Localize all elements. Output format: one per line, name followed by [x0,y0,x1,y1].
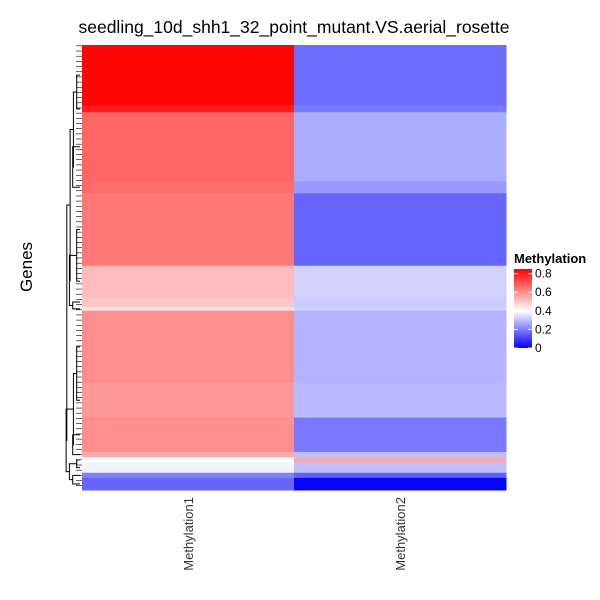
legend-tick-label: 0.2 [535,322,552,336]
heatmap-cell-methylation2-block-13 [294,457,507,463]
legend-tick-label: 0.6 [535,285,552,299]
chart-title: seedling_10d_shh1_32_point_mutant.VS.aer… [78,17,509,38]
dendrogram-branch [72,373,77,446]
heatmap-cell-methylation1-block-14 [82,462,295,474]
dendrogram-branch [76,459,80,469]
legend-color-bar [514,269,532,348]
heatmap-cell-methylation2-block-6 [294,265,507,298]
dendrogram-branch [72,91,77,168]
heatmap-cell-methylation2-block-14 [294,462,507,474]
column-labels: Methylation1 Methylation2 [181,497,408,571]
heatmap-cell-methylation2-block-9 [294,310,507,384]
dendrogram-branch [68,463,77,481]
heatmap-cell-methylation2-block-3 [294,112,507,182]
dendrogram-branch [72,301,80,310]
legend-tick-label: 0.8 [535,267,552,281]
heatmap-cell-methylation2-block-11 [294,417,507,453]
heatmap-cell-methylation1-block-3 [82,112,295,182]
heatmap-cell-methylation2-block-7 [294,296,507,308]
heatmap-cell-methylation1-block-13 [82,457,295,463]
heatmap-cell-methylation1-block-12 [82,452,295,458]
color-legend: Methylation 0.8 0.6 0.4 0.2 0 [514,251,586,355]
legend-title: Methylation [514,251,586,266]
column-label-methylation1: Methylation1 [181,497,196,571]
row-dendrogram [65,45,82,486]
dendrogram-branch [76,74,80,110]
column-label-methylation2: Methylation2 [393,497,408,571]
heatmap-cell-methylation2-block-5 [294,193,507,267]
heatmap-cell-methylation1-block-16 [82,477,295,491]
dendrogram-branch [66,204,71,441]
heatmap-cell-methylation1-block-6 [82,265,295,298]
heatmap-cell-methylation1-block-5 [82,193,295,267]
heatmap-cell-methylation1-block-9 [82,310,295,384]
heatmap-cell-methylation1-block-10 [82,383,295,419]
heatmap-cell-methylation2-block-15 [294,472,507,479]
y-axis-label: Genes [17,242,36,292]
dendrogram-branch [76,229,80,282]
heatmap-cell-methylation1-block-8 [82,307,295,312]
heatmap-cell-methylation2-block-10 [294,383,507,419]
legend-tick-label: 0 [535,341,542,355]
dendrogram-branch [76,346,80,401]
heatmap-cell-methylation1-block-7 [82,296,295,308]
heatmap-cell-methylation1-block-11 [82,417,295,453]
heatmap-cell-methylation2-block-2 [294,105,507,113]
heatmap-cell-methylation1-block-4 [82,181,295,194]
heatmap-cell-methylation2-block-12 [294,452,507,458]
heatmap-cell-methylation1-block-15 [82,472,295,479]
heatmap-cells [82,45,507,491]
heatmap-cell-methylation2-block-8 [294,307,507,312]
dendrogram-branch [72,474,80,485]
dendrogram-branch [65,408,74,473]
heatmap-cell-methylation1-block-1 [82,45,295,106]
heatmap-cell-methylation2-block-1 [294,45,507,106]
heatmap-cell-methylation2-block-4 [294,181,507,194]
heatmap-cell-methylation2-block-16 [294,477,507,491]
heatmap-cell-methylation1-block-2 [82,105,295,113]
legend-tick-label: 0.4 [535,304,552,318]
